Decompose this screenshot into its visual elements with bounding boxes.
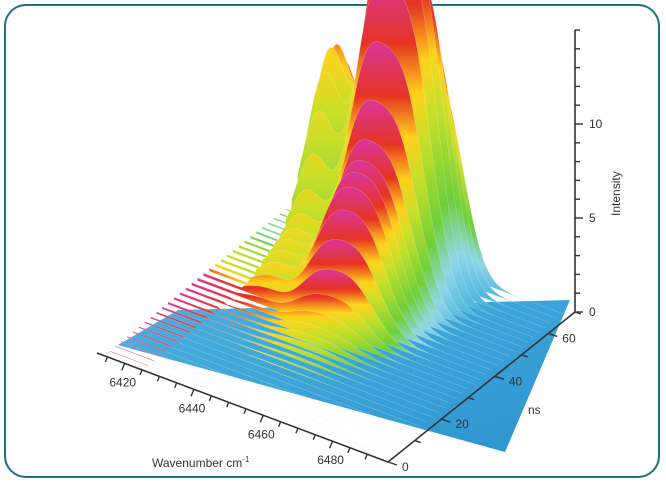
x-axis-line xyxy=(96,352,389,463)
surface-slice xyxy=(173,296,452,404)
y-tick xyxy=(548,332,558,338)
x-tick xyxy=(295,428,299,434)
y-tick xyxy=(387,461,398,466)
surface-slice xyxy=(167,301,446,409)
surface-slice xyxy=(150,316,428,423)
x-tick xyxy=(364,453,368,460)
axes: 6420 6440 6460 6480 0 20 40 60 0 5 10 xyxy=(96,29,603,474)
x-tick xyxy=(174,382,178,389)
x-tick xyxy=(347,447,351,453)
surface-slice xyxy=(126,335,405,442)
y-axis-line xyxy=(387,311,576,463)
surface-slice xyxy=(109,350,387,456)
surface-slice xyxy=(120,340,399,446)
x-tick xyxy=(139,369,143,376)
x-tick xyxy=(104,356,109,363)
surface-slice xyxy=(156,311,434,418)
x-tick xyxy=(190,389,195,397)
x-tick xyxy=(225,402,230,408)
z-tick-label: 10 xyxy=(589,117,603,131)
surface-slice xyxy=(144,321,422,428)
y-tick-label: 60 xyxy=(562,331,576,345)
x-tick xyxy=(243,408,247,415)
surface-floor xyxy=(118,300,570,452)
surface-slice xyxy=(179,291,458,399)
y-tick-label: 20 xyxy=(455,417,469,431)
z-tick-label: 5 xyxy=(589,211,596,225)
surface-slice xyxy=(161,306,440,413)
x-tick xyxy=(156,376,161,382)
x-tick-label: 6460 xyxy=(248,427,275,441)
surface-layer xyxy=(109,0,563,456)
z-axis-title: Intensity xyxy=(609,171,623,216)
y-tick xyxy=(494,375,505,380)
y-tick xyxy=(521,354,528,358)
y-tick xyxy=(467,397,475,401)
x-tick xyxy=(277,421,282,428)
x-axis-title: Wavenumber cm-1 xyxy=(152,455,250,470)
y-tick-label: 40 xyxy=(509,374,523,388)
y-tick xyxy=(414,439,421,444)
x-tick xyxy=(312,434,316,441)
surface-slice xyxy=(132,330,411,437)
x-tick xyxy=(259,415,264,423)
y-tick xyxy=(441,418,451,423)
y-axis-title: ns xyxy=(528,403,541,417)
x-tick-label: 6420 xyxy=(109,375,136,389)
x-tick-label: 6480 xyxy=(317,453,344,467)
x-tick xyxy=(208,395,212,402)
surface-slice xyxy=(138,326,416,432)
x-tick xyxy=(121,363,126,371)
x-tick-label: 6440 xyxy=(179,401,206,415)
x-tick xyxy=(328,440,334,449)
surface-slice xyxy=(114,345,393,451)
z-tick-label: 0 xyxy=(589,305,596,319)
y-tick-label: 0 xyxy=(402,460,409,474)
ticks-layer: 6420 6440 6460 6480 0 20 40 60 0 5 10 xyxy=(104,29,603,474)
